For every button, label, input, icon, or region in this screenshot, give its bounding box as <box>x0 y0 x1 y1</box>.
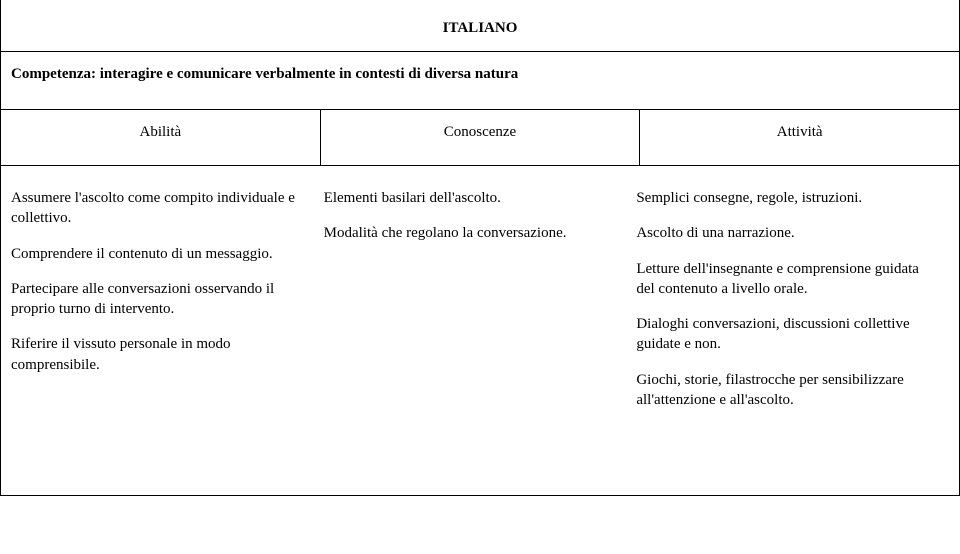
column-headers: Abilità Conoscenze Attività <box>0 110 960 166</box>
knowledge-item: Modalità che regolano la conversazione. <box>324 223 623 243</box>
ability-item: Assumere l'ascolto come compito individu… <box>11 188 310 229</box>
ability-item: Riferire il vissuto personale in modo co… <box>11 334 310 375</box>
ability-item: Partecipare alle conversazioni osservand… <box>11 279 310 320</box>
header-abilita: Abilità <box>1 110 321 166</box>
activity-item: Ascolto di una narrazione. <box>636 223 935 243</box>
header-conoscenze: Conoscenze <box>320 110 640 166</box>
activity-item: Dialoghi conversazioni, discussioni coll… <box>636 314 935 355</box>
header-attivita: Attività <box>640 110 960 166</box>
activity-item: Letture dell'insegnante e comprensione g… <box>636 259 935 300</box>
abilities-column: Assumere l'ascolto come compito individu… <box>11 188 324 425</box>
knowledge-item: Elementi basilari dell'ascolto. <box>324 188 623 208</box>
ability-item: Comprendere il contenuto di un messaggio… <box>11 244 310 264</box>
content-row: Assumere l'ascolto come compito individu… <box>0 166 960 496</box>
activities-column: Semplici consegne, regole, istruzioni. A… <box>636 188 949 425</box>
knowledge-column: Elementi basilari dell'ascolto. Modalità… <box>324 188 637 425</box>
activity-item: Semplici consegne, regole, istruzioni. <box>636 188 935 208</box>
activity-item: Giochi, storie, filastrocche per sensibi… <box>636 370 935 411</box>
competenza-row: Competenza: interagire e comunicare verb… <box>0 52 960 110</box>
page-title: ITALIANO <box>0 0 960 52</box>
